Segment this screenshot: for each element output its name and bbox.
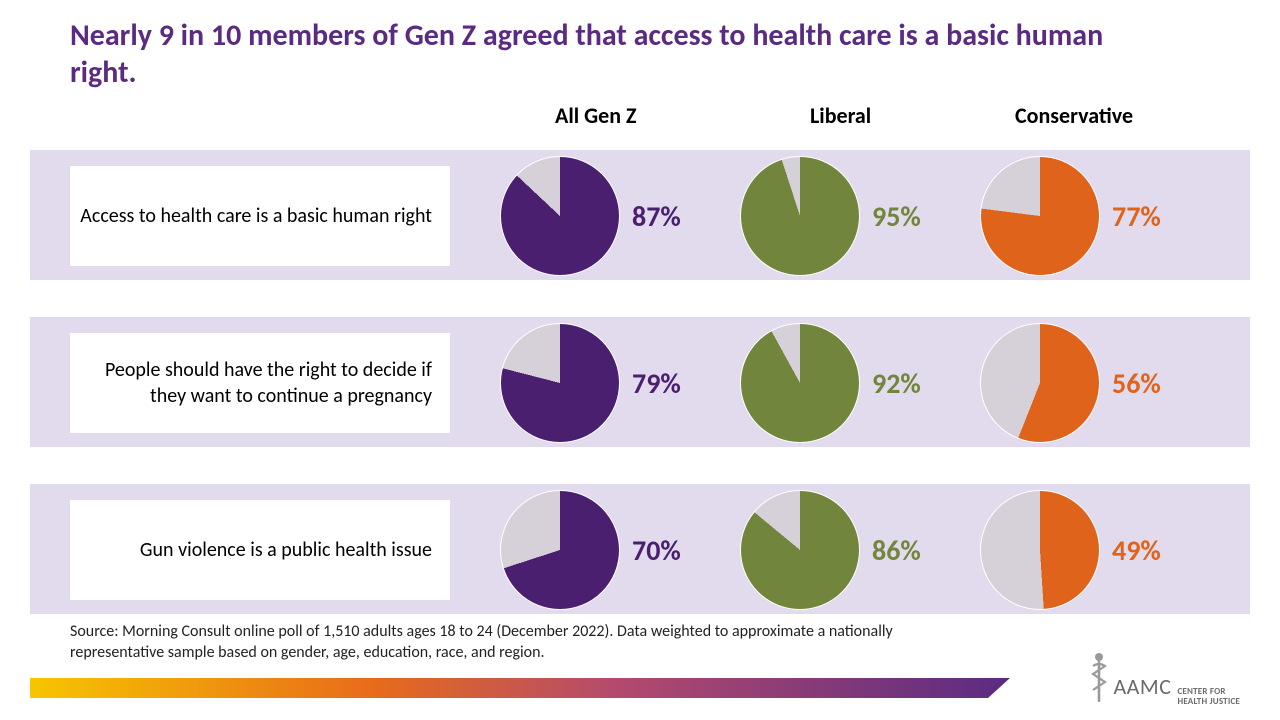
chart-row: Access to health care is a basic human r… <box>0 138 1280 293</box>
pie-cell-all: 79% <box>500 313 750 453</box>
source-note: Source: Morning Consult online poll of 1… <box>70 621 910 664</box>
pie-cell-liberal: 95% <box>740 146 990 286</box>
column-header-conservative: Conservative <box>1015 102 1133 129</box>
row-label-box: People should have the right to decide i… <box>70 333 450 433</box>
pie-pct-conservative: 77% <box>1112 199 1161 234</box>
footer-gradient-bar <box>30 678 1010 698</box>
pie-all <box>500 156 620 276</box>
pie-cell-liberal: 92% <box>740 313 990 453</box>
row-label: Gun violence is a public health issue <box>140 537 432 563</box>
row-label: Access to health care is a basic human r… <box>80 203 432 229</box>
pie-pct-all: 70% <box>632 533 681 568</box>
pie-pct-liberal: 92% <box>872 366 921 401</box>
pie-pct-liberal: 86% <box>872 533 921 568</box>
pie-liberal <box>740 323 860 443</box>
pie-pct-conservative: 56% <box>1112 366 1161 401</box>
pie-cell-conservative: 56% <box>980 313 1230 453</box>
pie-all <box>500 323 620 443</box>
chart-rows: Access to health care is a basic human r… <box>0 138 1280 639</box>
column-headers: All Gen Z Liberal Conservative <box>0 102 1280 132</box>
logo-main-text: AAMC <box>1113 673 1171 700</box>
pie-cell-all: 87% <box>500 146 750 286</box>
pie-cell-liberal: 86% <box>740 480 990 620</box>
pie-liberal <box>740 156 860 276</box>
row-label: People should have the right to decide i… <box>70 357 432 409</box>
pie-conservative <box>980 323 1100 443</box>
chart-title: Nearly 9 in 10 members of Gen Z agreed t… <box>70 18 1130 91</box>
pie-conservative <box>980 156 1100 276</box>
pie-cell-conservative: 49% <box>980 480 1230 620</box>
pie-cell-conservative: 77% <box>980 146 1230 286</box>
pie-all <box>500 490 620 610</box>
pie-conservative <box>980 490 1100 610</box>
pie-cell-all: 70% <box>500 480 750 620</box>
chart-row: People should have the right to decide i… <box>0 305 1280 460</box>
pie-pct-all: 87% <box>632 199 681 234</box>
column-header-liberal: Liberal <box>810 102 871 129</box>
column-header-all: All Gen Z <box>555 102 637 129</box>
row-label-box: Access to health care is a basic human r… <box>70 166 450 266</box>
caduceus-icon <box>1091 652 1107 706</box>
row-label-box: Gun violence is a public health issue <box>70 500 450 600</box>
pie-pct-conservative: 49% <box>1112 533 1161 568</box>
pie-liberal <box>740 490 860 610</box>
aamc-logo: AAMC CENTER FOR HEALTH JUSTICE <box>1091 652 1240 706</box>
pie-pct-all: 79% <box>632 366 681 401</box>
chart-row: Gun violence is a public health issue 70%… <box>0 472 1280 627</box>
logo-sub-line2: HEALTH JUSTICE <box>1177 697 1240 706</box>
pie-pct-liberal: 95% <box>872 199 921 234</box>
